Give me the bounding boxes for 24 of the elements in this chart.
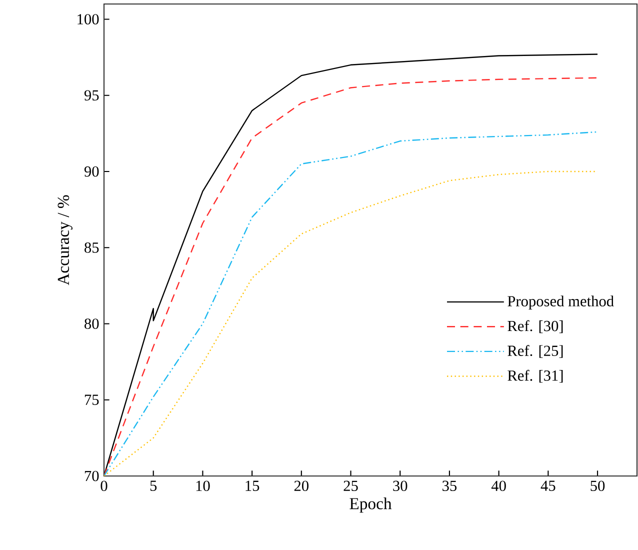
y-tick-label: 80: [84, 318, 99, 329]
legend-label: Ref. [30]: [508, 320, 563, 334]
y-tick-label: 90: [84, 166, 99, 177]
y-tick-label: 95: [84, 90, 99, 100]
x-axis-title: Epoch: [350, 498, 392, 513]
x-tick-label: 45: [540, 480, 556, 491]
legend-label: Proposed method: [508, 296, 614, 310]
x-tick-label: 25: [344, 480, 358, 492]
x-tick-label: 35: [442, 480, 457, 492]
x-tick-label: 10: [196, 480, 210, 492]
y-tick-label: 100: [78, 14, 99, 24]
x-tick-label: 30: [393, 480, 408, 492]
x-tick-label: 50: [590, 480, 605, 492]
x-tick-label: 40: [491, 480, 506, 492]
x-tick-label: 20: [294, 480, 308, 492]
x-tick-label: 0: [100, 480, 108, 492]
legend-label: Ref. [31]: [508, 370, 563, 383]
y-tick-label: 75: [84, 394, 99, 405]
y-tick-label: 85: [84, 242, 99, 253]
y-axis-title: Accuracy / %: [58, 195, 72, 286]
x-tick-label: 5: [150, 480, 157, 491]
y-tick-label: 70: [84, 470, 99, 482]
legend-label: Ref. [25]: [508, 345, 563, 358]
x-tick-label: 15: [246, 480, 260, 491]
